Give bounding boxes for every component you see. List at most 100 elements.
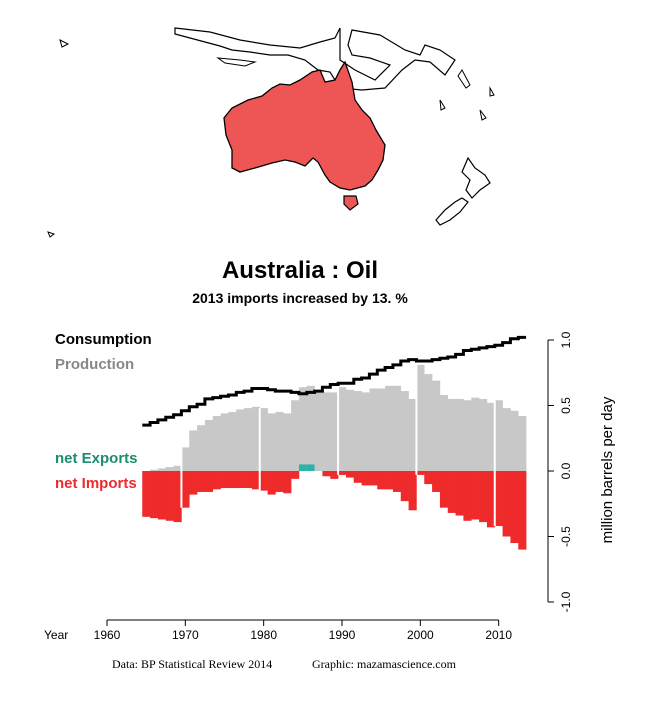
net-imports-bar (353, 471, 362, 483)
production-bar (463, 400, 472, 471)
production-bar (298, 387, 308, 471)
production-bar (377, 388, 386, 471)
net-imports-bar (432, 471, 441, 492)
net-imports-bar (150, 471, 159, 519)
consumption-step-line (142, 335, 527, 427)
production-bar (283, 413, 292, 471)
net-imports-bar (510, 471, 519, 544)
production-bar (322, 392, 331, 471)
production-bar (220, 413, 229, 471)
australia-shape (223, 60, 386, 191)
y-tick-label: 1.0 (559, 331, 573, 348)
production-bar (212, 415, 221, 471)
net-imports-bar (165, 471, 174, 521)
chart-subtitle: 2013 imports increased by 13. % (192, 290, 408, 306)
net-imports-bar (447, 471, 456, 513)
net-imports-bar (259, 471, 268, 491)
x-tick-label: 1960 (94, 628, 121, 642)
production-bar (439, 395, 449, 471)
new-zealand-north-island-outline (461, 156, 491, 199)
net-imports-bar (494, 471, 503, 527)
footer-source: Data: BP Statistical Review 2014 (112, 657, 272, 671)
net-imports-bar (283, 471, 292, 494)
production-bar (424, 374, 433, 471)
production-bar (392, 385, 402, 471)
timor-island-outline (216, 57, 257, 67)
net-imports-bar (338, 471, 347, 475)
production-bar (251, 406, 261, 471)
net-imports-bar (463, 471, 472, 521)
net-imports-bar (181, 471, 190, 508)
production-bar (432, 380, 441, 471)
production-bars (150, 364, 527, 471)
production-bar (173, 465, 182, 471)
x-tick-label: 1970 (172, 628, 199, 642)
island-outline (457, 69, 471, 89)
net-exports-bar (306, 464, 315, 471)
production-bar (494, 400, 503, 471)
net-imports-bar (204, 471, 214, 492)
net-imports-bar (361, 471, 370, 486)
net-imports-bar (267, 471, 276, 495)
production-bar (157, 468, 167, 471)
y-tick-label: -1.0 (559, 591, 573, 612)
net-exports-bar (298, 464, 307, 471)
production-bar (330, 392, 339, 471)
production-bar (479, 398, 488, 471)
net-imports-bar (518, 471, 527, 550)
island-outline (439, 99, 446, 111)
x-tick-label: 2000 (407, 628, 434, 642)
production-bar (275, 412, 284, 471)
net-imports-bar (251, 471, 261, 490)
net-imports-bar (291, 471, 300, 479)
legend-production: Production (55, 356, 134, 373)
net-imports-bar (471, 471, 480, 520)
net-exports-bars (298, 464, 315, 471)
y-tick-label: 0.5 (559, 397, 573, 414)
production-bar (361, 392, 370, 471)
new-zealand-south-island-outline (435, 197, 469, 226)
net-imports-bar (236, 471, 245, 489)
net-imports-bar (392, 471, 402, 492)
production-bar (518, 415, 527, 471)
net-imports-bar (197, 471, 206, 492)
production-bar (502, 408, 511, 471)
y-tick-label: -0.5 (559, 526, 573, 547)
net-imports-bar (212, 471, 221, 490)
net-imports-bar (479, 471, 488, 523)
legend-consumption: Consumption (55, 331, 152, 348)
production-bar (197, 425, 206, 471)
production-bar (400, 391, 409, 471)
net-imports-bar (400, 471, 409, 502)
production-bar (204, 419, 214, 471)
new-guinea-outline (174, 27, 456, 91)
production-bar (189, 430, 198, 471)
net-imports-bar (486, 471, 496, 528)
net-imports-bar (369, 471, 378, 486)
production-bar (181, 447, 190, 471)
production-bar (471, 397, 480, 471)
net-imports-bar (377, 471, 386, 490)
production-bar (314, 391, 323, 471)
y-axis: -1.0 -0.5 0.0 0.5 1.0 (547, 331, 573, 612)
net-imports-bar (228, 471, 237, 489)
production-bar (447, 398, 456, 471)
x-axis-label: Year (44, 628, 68, 642)
net-imports-bar (455, 471, 464, 516)
net-imports-bar (502, 471, 511, 537)
net-imports-bar (416, 471, 425, 475)
legend-net-imports: net Imports (55, 475, 137, 492)
production-bar (306, 385, 315, 471)
consumption-line (142, 335, 527, 427)
net-imports-bar (220, 471, 229, 489)
island-outline (489, 86, 495, 97)
net-imports-bar (173, 471, 182, 523)
net-imports-bar (322, 471, 331, 477)
production-bar (385, 385, 394, 471)
production-bar (486, 402, 496, 471)
net-imports-bar (142, 471, 151, 517)
production-bar (353, 391, 362, 471)
production-bar (236, 409, 245, 471)
island-outline (47, 231, 56, 238)
production-bar (455, 398, 464, 471)
